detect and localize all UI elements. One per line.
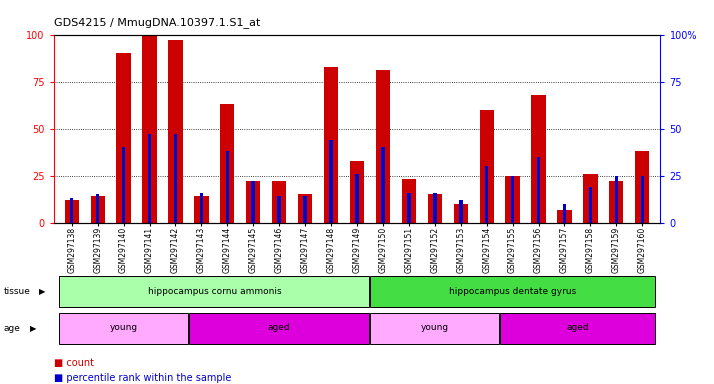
Text: tissue: tissue — [4, 287, 31, 296]
Text: young: young — [421, 323, 449, 332]
Bar — [402, 179, 416, 223]
Bar — [501, 313, 655, 344]
Bar — [298, 195, 312, 223]
Bar — [220, 104, 234, 223]
Bar — [356, 174, 358, 223]
Bar — [531, 95, 545, 223]
Bar — [537, 157, 540, 223]
Bar — [511, 176, 514, 223]
Bar — [122, 147, 126, 223]
Bar — [246, 181, 261, 223]
Bar — [485, 166, 488, 223]
Bar — [433, 193, 436, 223]
Text: GDS4215 / MmugDNA.10397.1.S1_at: GDS4215 / MmugDNA.10397.1.S1_at — [54, 17, 260, 28]
Text: ▶: ▶ — [39, 287, 46, 296]
Bar — [640, 176, 644, 223]
Text: hippocampus cornu ammonis: hippocampus cornu ammonis — [148, 286, 281, 296]
Bar — [59, 276, 369, 307]
Bar — [64, 200, 79, 223]
Bar — [563, 204, 566, 223]
Bar — [407, 193, 411, 223]
Text: aged: aged — [268, 323, 291, 332]
Bar — [303, 196, 307, 223]
Bar — [583, 174, 598, 223]
Bar — [59, 313, 188, 344]
Text: young: young — [109, 323, 138, 332]
Bar — [609, 181, 623, 223]
Text: aged: aged — [566, 323, 589, 332]
Text: ▶: ▶ — [30, 324, 36, 333]
Text: ■ percentile rank within the sample: ■ percentile rank within the sample — [54, 373, 231, 383]
Bar — [459, 200, 463, 223]
Bar — [371, 313, 499, 344]
Bar — [453, 204, 468, 223]
Bar — [506, 176, 520, 223]
Bar — [174, 134, 177, 223]
Text: age: age — [4, 324, 21, 333]
Bar — [480, 110, 494, 223]
Bar — [70, 198, 74, 223]
Bar — [272, 181, 286, 223]
Bar — [329, 140, 333, 223]
Bar — [324, 66, 338, 223]
Bar — [91, 196, 105, 223]
Bar — [96, 195, 99, 223]
Bar — [376, 70, 390, 223]
Bar — [635, 151, 650, 223]
Bar — [194, 196, 208, 223]
Bar — [558, 210, 572, 223]
Text: ■ count: ■ count — [54, 358, 94, 368]
Bar — [371, 276, 655, 307]
Bar — [200, 193, 203, 223]
Bar — [588, 187, 592, 223]
Bar — [148, 134, 151, 223]
Bar — [615, 176, 618, 223]
Bar — [350, 161, 364, 223]
Bar — [381, 147, 385, 223]
Bar — [428, 195, 442, 223]
Bar — [278, 196, 281, 223]
Bar — [116, 53, 131, 223]
Bar — [142, 35, 156, 223]
Bar — [251, 181, 255, 223]
Bar — [169, 40, 183, 223]
Text: hippocampus dentate gyrus: hippocampus dentate gyrus — [449, 286, 576, 296]
Bar — [189, 313, 369, 344]
Bar — [226, 151, 229, 223]
